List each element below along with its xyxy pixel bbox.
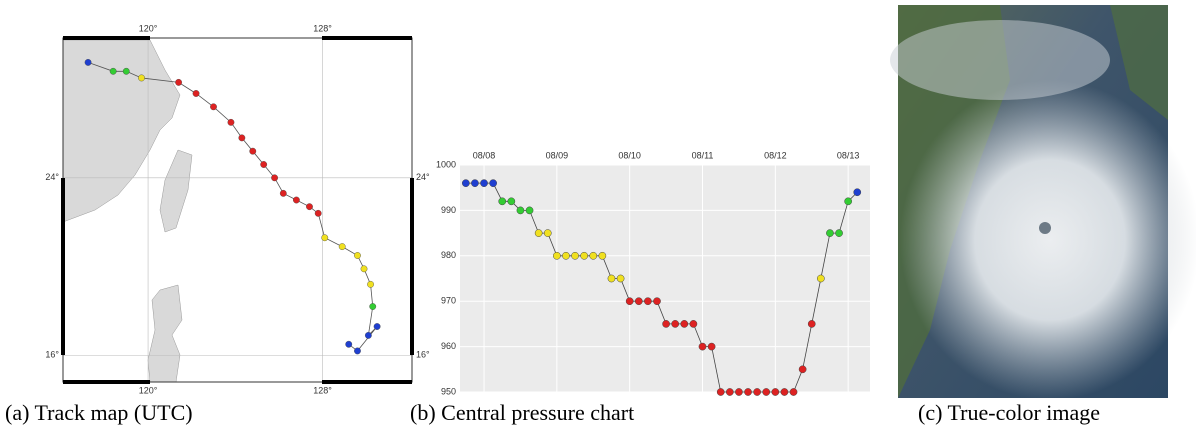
track-point (360, 265, 368, 273)
pressure-point (461, 179, 470, 188)
pressure-point (634, 297, 643, 306)
y-tick-label: 970 (441, 296, 456, 306)
track-point (238, 134, 246, 142)
pressure-point (662, 320, 670, 328)
pressure-point (525, 206, 534, 215)
pressure-point (798, 365, 807, 374)
pressure-point (844, 197, 853, 206)
pressure-point (625, 297, 634, 306)
track-point (175, 78, 183, 86)
y-tick-label: 990 (441, 205, 456, 215)
pressure-point (553, 251, 561, 260)
pressure-point (480, 179, 488, 188)
satellite-image (890, 5, 1196, 400)
x-tick-label: 08/08 (473, 150, 496, 160)
y-tick-label: 950 (441, 386, 456, 396)
map-land (62, 39, 193, 383)
pressure-point (471, 179, 479, 188)
track-point (192, 90, 200, 97)
y-tick-label: 960 (441, 341, 456, 351)
pressure-point (671, 320, 680, 328)
y-tick-label: 980 (441, 250, 456, 260)
pressure-point (543, 229, 552, 237)
pressure-point (744, 388, 752, 396)
pressure-point (644, 297, 652, 306)
pressure-point (826, 229, 834, 237)
pressure-point (780, 388, 789, 396)
track-point (306, 203, 313, 211)
track-point (84, 59, 92, 66)
pressure-point (598, 251, 607, 260)
pressure-point (653, 297, 661, 306)
pressure-point (762, 388, 771, 396)
pressure-point (580, 251, 589, 260)
track-point (227, 118, 235, 126)
x-tick-label: 128° (313, 385, 332, 395)
pressure-point (562, 251, 570, 260)
pressure-point (689, 320, 698, 328)
x-tick-label: 08/13 (837, 150, 860, 160)
track-point (210, 103, 217, 111)
pressure-point (571, 251, 579, 260)
pressure-point (707, 342, 716, 351)
y-tick-label: 24° (45, 172, 59, 182)
track-point (367, 280, 374, 288)
caption: (a) Track map (UTC) (5, 400, 193, 425)
x-tick-label: 120° (139, 385, 158, 395)
pressure-point (680, 320, 689, 328)
pressure-point (534, 229, 543, 237)
track-point (321, 234, 329, 242)
pressure-point (698, 342, 707, 351)
track-point (260, 161, 268, 168)
track-point (122, 67, 130, 75)
pressure-point (716, 388, 725, 396)
track-point (109, 67, 117, 75)
track-point (138, 74, 145, 82)
track-point (279, 189, 287, 197)
track-point (369, 303, 377, 310)
track-point (364, 331, 372, 339)
pressure-point (516, 206, 525, 215)
y-tick-label: 16° (45, 350, 59, 360)
pressure-point (498, 197, 507, 206)
track-point (354, 347, 361, 355)
plot-area (460, 165, 870, 392)
pressure-point (735, 388, 743, 396)
pressure-point (753, 388, 761, 396)
pressure-point (835, 229, 843, 237)
pressure-point (807, 320, 816, 328)
x-tick-label: 08/10 (618, 150, 641, 160)
track-point (271, 174, 278, 182)
pressure-point (816, 274, 825, 283)
x-tick-label: 08/12 (764, 150, 787, 160)
x-tick-label: 128° (313, 23, 332, 33)
x-tick-label: 08/09 (546, 150, 569, 160)
track-point (373, 323, 381, 330)
y-tick-label: 1000 (436, 159, 456, 169)
track-point (354, 252, 361, 259)
pressure-point (853, 188, 862, 197)
pressure-point (507, 197, 516, 206)
pressure-point (616, 274, 625, 283)
pressure-point (771, 388, 780, 396)
pressure-point (589, 251, 598, 260)
track-point (338, 243, 346, 251)
pressure-point (725, 388, 734, 396)
pressure-point (789, 388, 798, 396)
y-tick-label: 16° (416, 350, 430, 360)
track-point (292, 196, 300, 204)
track-point (249, 147, 257, 155)
x-tick-label: 120° (139, 23, 158, 33)
track-line (87, 62, 378, 352)
track-point (345, 340, 353, 348)
track-point (314, 209, 322, 217)
pressure-point (607, 274, 616, 283)
pressure-point (489, 179, 497, 188)
caption: (b) Central pressure chart (410, 400, 634, 425)
y-tick-label: 24° (416, 172, 430, 182)
x-tick-label: 08/11 (692, 150, 714, 160)
caption: (c) True-color image (918, 400, 1100, 425)
